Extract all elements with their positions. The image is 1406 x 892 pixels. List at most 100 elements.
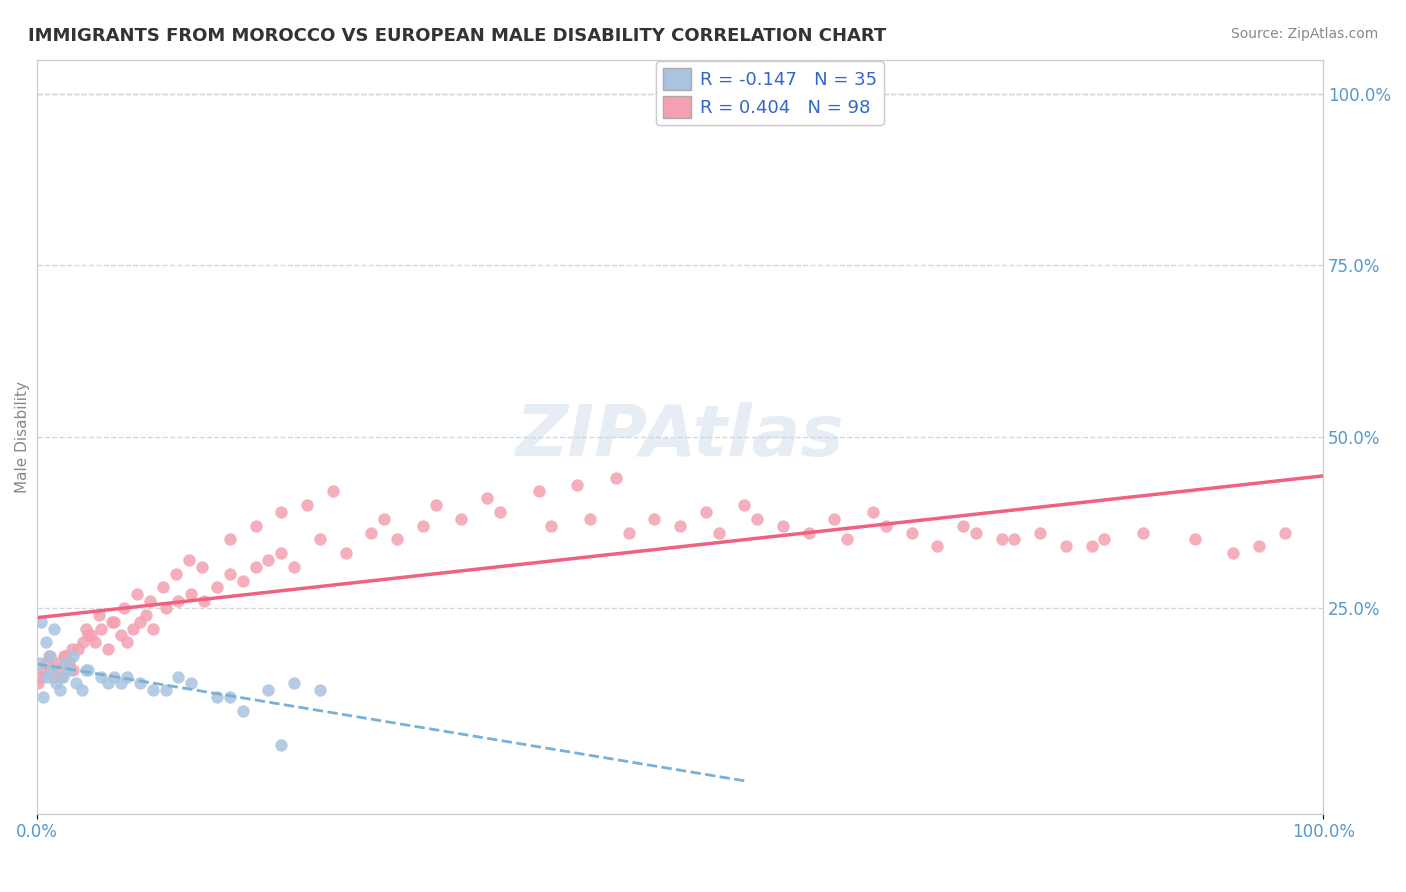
Point <box>135 607 157 622</box>
Point <box>335 546 357 560</box>
Point <box>772 518 794 533</box>
Point <box>62 663 84 677</box>
Point <box>1094 533 1116 547</box>
Point <box>1080 539 1102 553</box>
Point <box>77 663 100 677</box>
Point <box>205 581 228 595</box>
Point <box>707 525 730 540</box>
Point <box>797 525 820 540</box>
Point <box>167 669 190 683</box>
Point <box>489 505 512 519</box>
Point <box>322 484 344 499</box>
Point <box>295 498 318 512</box>
Point <box>75 622 97 636</box>
Point <box>283 676 305 690</box>
Point <box>270 738 292 752</box>
Point <box>155 601 177 615</box>
Point <box>309 533 332 547</box>
Point <box>48 663 70 677</box>
Point <box>32 663 55 677</box>
Point <box>540 518 562 533</box>
Point <box>245 518 267 533</box>
Point <box>83 635 105 649</box>
Point <box>643 512 665 526</box>
Point <box>38 648 60 663</box>
Point <box>927 539 949 553</box>
Point <box>67 642 90 657</box>
Point <box>155 683 177 698</box>
Point <box>45 656 67 670</box>
Point <box>218 566 240 581</box>
Point <box>579 512 602 526</box>
Point <box>527 484 550 499</box>
Point <box>77 628 100 642</box>
Point <box>695 505 717 519</box>
Point <box>733 498 755 512</box>
Point <box>450 512 472 526</box>
Point <box>1247 539 1270 553</box>
Point <box>42 622 65 636</box>
Point <box>39 663 62 677</box>
Point <box>41 663 63 677</box>
Point <box>97 676 120 690</box>
Point <box>35 656 58 670</box>
Point <box>53 656 76 670</box>
Y-axis label: Male Disability: Male Disability <box>15 381 30 492</box>
Point <box>90 622 112 636</box>
Point <box>30 615 52 629</box>
Point <box>35 635 58 649</box>
Point <box>283 559 305 574</box>
Point <box>103 615 125 629</box>
Point <box>42 669 65 683</box>
Point <box>49 683 72 698</box>
Point <box>115 635 138 649</box>
Point <box>52 648 75 663</box>
Point <box>38 648 60 663</box>
Point <box>862 505 884 519</box>
Point <box>1132 525 1154 540</box>
Point <box>605 471 627 485</box>
Point <box>75 663 97 677</box>
Point <box>232 704 254 718</box>
Point <box>1004 533 1026 547</box>
Point <box>232 574 254 588</box>
Text: ZIPAtlas: ZIPAtlas <box>516 402 844 471</box>
Point <box>965 525 987 540</box>
Point <box>32 690 55 704</box>
Point <box>165 566 187 581</box>
Point <box>875 518 897 533</box>
Point <box>900 525 922 540</box>
Point <box>28 656 51 670</box>
Point <box>823 512 845 526</box>
Point <box>270 546 292 560</box>
Point <box>205 690 228 704</box>
Point <box>80 628 103 642</box>
Point <box>1029 525 1052 540</box>
Point <box>747 512 769 526</box>
Point <box>37 669 59 683</box>
Point <box>110 628 132 642</box>
Point <box>112 601 135 615</box>
Point <box>122 622 145 636</box>
Point <box>617 525 640 540</box>
Point <box>167 594 190 608</box>
Point <box>270 505 292 519</box>
Point <box>1054 539 1077 553</box>
Point <box>565 477 588 491</box>
Text: IMMIGRANTS FROM MOROCCO VS EUROPEAN MALE DISABILITY CORRELATION CHART: IMMIGRANTS FROM MOROCCO VS EUROPEAN MALE… <box>28 27 886 45</box>
Point <box>62 648 84 663</box>
Point <box>70 683 93 698</box>
Point <box>72 635 94 649</box>
Point <box>139 594 162 608</box>
Point <box>90 669 112 683</box>
Point <box>100 615 122 629</box>
Point <box>51 669 73 683</box>
Point <box>142 683 165 698</box>
Point <box>127 587 149 601</box>
Point <box>990 533 1012 547</box>
Point <box>309 683 332 698</box>
Point <box>257 553 280 567</box>
Legend: R = -0.147   N = 35, R = 0.404   N = 98: R = -0.147 N = 35, R = 0.404 N = 98 <box>657 61 884 125</box>
Point <box>53 648 76 663</box>
Point <box>52 669 75 683</box>
